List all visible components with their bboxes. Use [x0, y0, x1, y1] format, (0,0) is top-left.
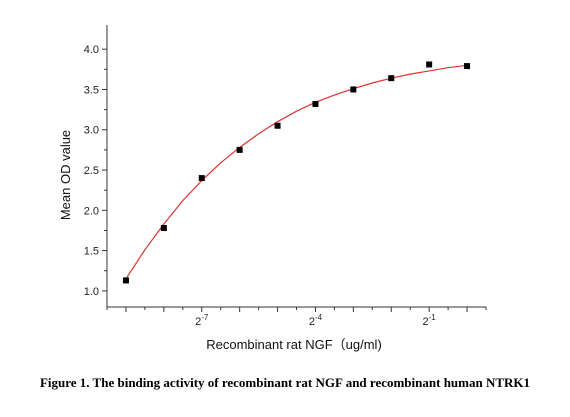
- y-tick-label: 2.5: [84, 165, 99, 177]
- data-point: [426, 61, 433, 68]
- data-point: [236, 146, 243, 153]
- data-point: [464, 63, 471, 70]
- data-point: [160, 225, 167, 232]
- y-tick-label: 3.0: [84, 125, 99, 137]
- y-axis-label: Mean OD value: [58, 130, 73, 220]
- data-point: [350, 86, 357, 93]
- x-tick-label: 2-7: [195, 313, 209, 328]
- fit-curve: [125, 64, 468, 280]
- y-tick-label: 1.0: [84, 286, 99, 298]
- y-tick-label: 4.0: [84, 44, 99, 56]
- data-point: [198, 175, 205, 182]
- x-tick-label: 2-4: [309, 313, 323, 328]
- data-point: [312, 100, 319, 107]
- y-tick-label: 1.5: [84, 246, 99, 258]
- figure-caption: Figure 1. The binding activity of recomb…: [39, 375, 531, 390]
- data-point: [122, 277, 129, 284]
- data-point: [388, 75, 395, 82]
- y-tick-label: 3.5: [84, 84, 99, 96]
- x-tick-label: 2-1: [423, 313, 437, 328]
- data-point: [274, 122, 281, 129]
- axes: 1.0 1.5 2.0 2.5 3.0 3.5 4.0 2-7 2-4 2-1: [84, 25, 487, 328]
- data-points-layer: [122, 61, 471, 284]
- fit-curve-layer: [125, 64, 468, 280]
- y-tick-label: 2.0: [84, 205, 99, 217]
- x-axis-label: Recombinant rat NGF（ug/ml): [206, 337, 382, 352]
